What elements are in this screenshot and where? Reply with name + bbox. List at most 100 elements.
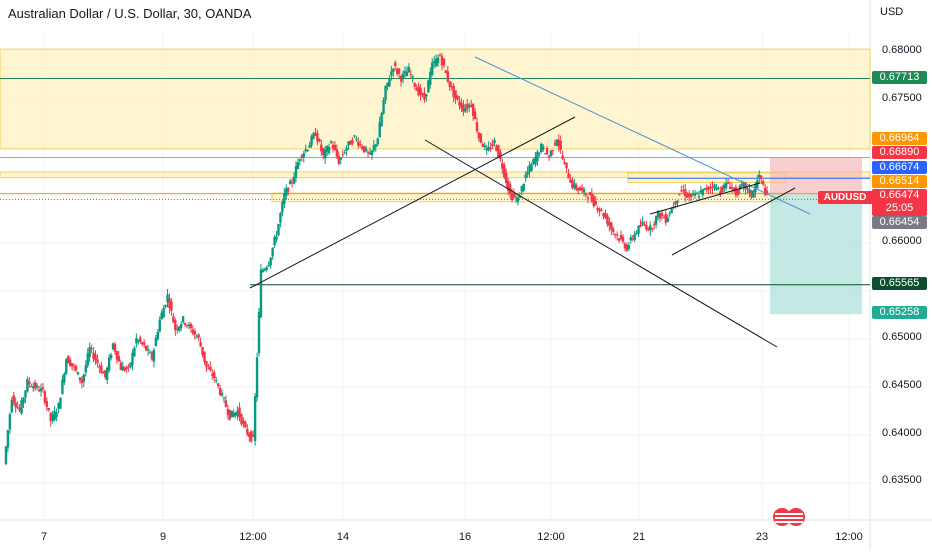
candle-body <box>228 409 232 420</box>
candle-body <box>86 353 89 366</box>
candle-body <box>259 269 263 318</box>
x-tick-6: 21 <box>632 531 646 543</box>
candle-body <box>438 55 442 57</box>
candle-body <box>181 316 185 322</box>
candle-body <box>578 187 582 191</box>
candle-body <box>226 409 230 415</box>
candle-body <box>711 186 714 189</box>
candle-body <box>8 414 12 430</box>
candle-body <box>567 173 570 179</box>
candle-body <box>96 359 99 364</box>
candle-body <box>508 184 512 195</box>
candle-body <box>160 312 163 320</box>
candle-body <box>359 144 362 146</box>
candle-body <box>732 187 736 191</box>
candle-body <box>261 269 265 273</box>
candle-body <box>146 349 150 351</box>
candle-body <box>503 164 506 178</box>
candle-body <box>458 101 461 106</box>
candle-body <box>183 323 187 325</box>
take-profit-area <box>770 193 862 315</box>
candle-body <box>119 362 123 370</box>
candle-body <box>434 58 438 67</box>
candle-body <box>510 192 514 200</box>
candle-body <box>691 193 695 195</box>
candle-body <box>24 390 27 398</box>
stop-loss-area <box>770 157 862 194</box>
candle-body <box>102 372 105 374</box>
candle-body <box>614 234 617 236</box>
candle-body <box>610 222 613 230</box>
candle-body <box>337 156 341 164</box>
x-tick-4: 16 <box>458 531 472 543</box>
candle-body <box>84 365 87 373</box>
candle-body <box>94 354 97 361</box>
y-tick-0: 0.68000 <box>882 44 922 56</box>
candle-body <box>621 236 625 242</box>
candle-body <box>676 200 679 203</box>
candle-body <box>647 228 650 231</box>
candle-body <box>547 156 551 158</box>
candle-body <box>285 188 288 196</box>
candle-body <box>98 366 101 368</box>
candle-body <box>323 149 327 159</box>
candle-body <box>49 412 52 422</box>
candle-body <box>701 189 704 196</box>
candle-body <box>399 75 403 82</box>
candle-body <box>697 196 701 198</box>
candle-body <box>35 385 39 388</box>
candle-body <box>660 212 664 216</box>
candle-body <box>765 190 769 194</box>
candle-body <box>360 146 364 149</box>
candle-body <box>257 311 261 354</box>
candle-body <box>105 367 109 380</box>
candle-body <box>707 186 710 190</box>
candle-body <box>748 189 751 193</box>
candle-body <box>347 141 350 146</box>
candle-body <box>366 151 370 153</box>
candle-body <box>129 362 132 368</box>
price-tag-3: 0.66674 <box>872 161 927 174</box>
candle-body <box>26 379 29 392</box>
candle-body <box>666 217 669 222</box>
candle-body <box>121 366 124 371</box>
candle-body <box>248 433 251 437</box>
candle-body <box>292 176 296 184</box>
candle-body <box>689 194 693 198</box>
price-tag-0: 0.67713 <box>872 71 927 84</box>
candle-body <box>571 179 574 189</box>
candle-body <box>368 152 372 155</box>
candle-body <box>516 197 520 202</box>
candle-body <box>645 224 648 230</box>
candle-body <box>536 151 539 162</box>
candle-body <box>109 354 113 359</box>
candle-body <box>759 175 763 179</box>
candle-body <box>750 190 753 197</box>
candle-body <box>658 213 662 219</box>
candle-body <box>57 403 60 409</box>
candle-body <box>329 141 333 144</box>
candle-body <box>540 143 543 152</box>
candle-body <box>232 412 235 417</box>
candle-body <box>664 214 668 223</box>
candle-body <box>195 336 198 338</box>
candle-body <box>374 144 377 147</box>
candle-body <box>104 370 107 378</box>
candle-body <box>127 366 130 368</box>
candle-body <box>687 193 691 197</box>
candle-body <box>187 324 191 327</box>
candle-body <box>65 359 68 374</box>
us-flag-event-icon[interactable] <box>772 507 806 527</box>
candle-body <box>606 215 609 225</box>
candle-body <box>602 213 605 217</box>
candle-body <box>612 228 615 232</box>
candle-body <box>407 66 411 73</box>
chart-title: Australian Dollar / U.S. Dollar, 30, OAN… <box>8 6 252 21</box>
candle-body <box>600 210 603 212</box>
candle-body <box>425 94 428 97</box>
candle-body <box>598 208 601 212</box>
candle-body <box>59 397 62 409</box>
candle-body <box>615 234 619 236</box>
candle-body <box>88 347 91 358</box>
